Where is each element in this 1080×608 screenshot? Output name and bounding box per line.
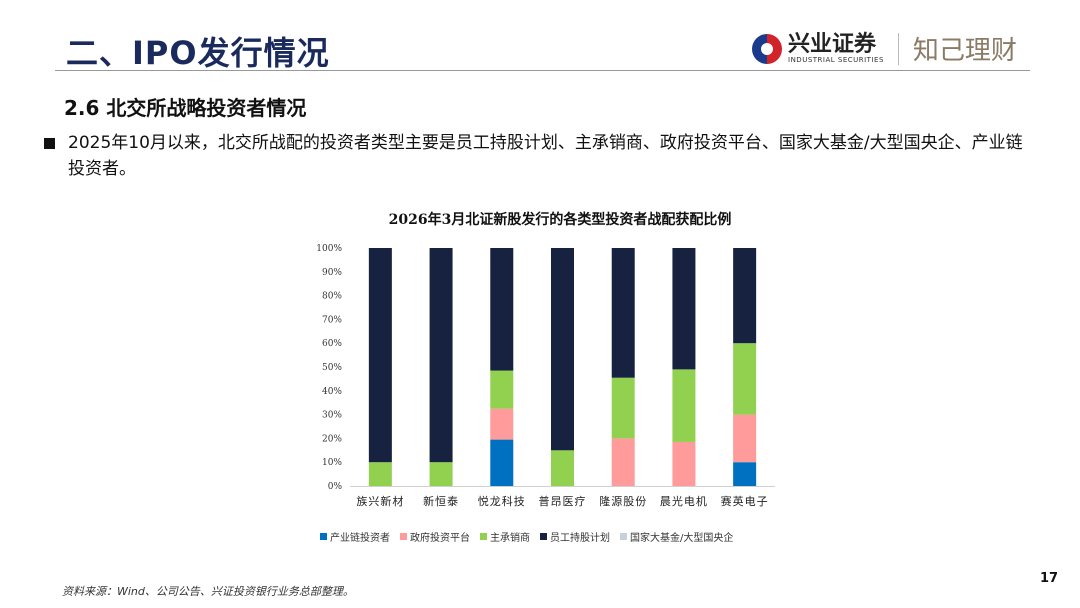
y-tick-label: 60% bbox=[322, 339, 342, 349]
x-tick-label: 赛英电子 bbox=[721, 494, 769, 508]
chart-title: 2026年3月北证新股发行的各类型投资者战配获配比例 bbox=[388, 212, 732, 228]
legend-item: 产业链投资者 bbox=[320, 529, 390, 544]
logo-en: INDUSTRIAL SECURITIES bbox=[788, 55, 884, 64]
y-tick-label: 50% bbox=[322, 363, 342, 373]
legend-swatch bbox=[320, 533, 327, 540]
logo-cn: 兴业证券 bbox=[788, 31, 877, 57]
x-tick-label: 族兴新材 bbox=[356, 494, 404, 508]
bar-segment bbox=[733, 462, 757, 486]
bar-segment bbox=[368, 462, 392, 486]
bar-segment bbox=[490, 408, 514, 440]
bar-segment bbox=[429, 462, 453, 486]
bar-segment bbox=[733, 414, 757, 463]
y-tick-label: 100% bbox=[316, 244, 342, 254]
legend-item: 员工持股计划 bbox=[540, 529, 610, 544]
y-tick-label: 40% bbox=[322, 387, 342, 397]
legend-swatch bbox=[480, 533, 487, 540]
section-heading: 2.6 北交所战略投资者情况 bbox=[64, 96, 307, 120]
bar-segment bbox=[611, 377, 635, 439]
bar-segment bbox=[551, 248, 574, 451]
bar-segment bbox=[672, 441, 696, 486]
legend-label: 产业链投资者 bbox=[330, 533, 390, 544]
bar-segment bbox=[672, 369, 696, 442]
page-number: 17 bbox=[1040, 571, 1059, 586]
legend-swatch bbox=[620, 533, 627, 540]
legend-item: 主承销商 bbox=[480, 529, 530, 544]
bar-segment bbox=[490, 370, 514, 409]
bar-segment bbox=[368, 248, 392, 463]
y-tick-label: 20% bbox=[322, 434, 342, 444]
x-tick-label: 新恒泰 bbox=[423, 494, 459, 508]
legend-swatch bbox=[540, 533, 547, 540]
logo-slogan: 知己理财 bbox=[912, 36, 1017, 66]
bar-segment bbox=[429, 248, 453, 463]
title-divider bbox=[55, 70, 1030, 71]
x-tick-label: 普昂医疗 bbox=[539, 494, 587, 508]
page-title: 二、IPO发行情况 bbox=[66, 34, 330, 72]
legend-item: 国家大基金/大型国央企 bbox=[620, 529, 733, 544]
bullet-text: 2025年10月以来，北交所战配的投资者类型主要是员工持股计划、主承销商、政府投… bbox=[68, 133, 1023, 179]
bar-segment bbox=[490, 439, 514, 486]
legend-label: 政府投资平台 bbox=[410, 533, 470, 544]
company-logo: 兴业证券 INDUSTRIAL SECURITIES 知己理财 bbox=[752, 30, 1017, 67]
y-tick-label: 10% bbox=[322, 458, 342, 468]
bullet-square-icon bbox=[44, 138, 55, 149]
chart-legend: 产业链投资者 政府投资平台 主承销商 员工持股计划 国家大基金/大型国央企 bbox=[320, 529, 733, 544]
bar-segment bbox=[733, 248, 757, 344]
x-tick-label: 悦龙科技 bbox=[478, 494, 526, 508]
y-tick-label: 90% bbox=[322, 268, 342, 278]
logo-divider bbox=[897, 32, 899, 65]
legend-item: 政府投资平台 bbox=[400, 529, 470, 544]
x-tick-label: 晨光电机 bbox=[660, 494, 708, 508]
bar-segment bbox=[490, 248, 514, 371]
legend-label: 国家大基金/大型国央企 bbox=[630, 533, 734, 544]
y-tick-label: 0% bbox=[328, 482, 343, 492]
legend-swatch bbox=[400, 533, 407, 540]
y-tick-label: 30% bbox=[322, 411, 342, 421]
x-tick-label: 隆源股份 bbox=[599, 494, 647, 508]
bar-segment bbox=[672, 248, 696, 370]
bar-segment bbox=[611, 248, 635, 378]
legend-label: 主承销商 bbox=[490, 533, 530, 544]
bar-segment bbox=[611, 438, 635, 486]
bar-segment bbox=[733, 343, 757, 415]
y-tick-label: 80% bbox=[322, 292, 342, 302]
bar-segment bbox=[551, 450, 574, 486]
y-tick-label: 70% bbox=[322, 315, 342, 325]
logo-icon bbox=[752, 33, 782, 64]
legend-label: 员工持股计划 bbox=[550, 533, 610, 544]
source-note: 资料来源：Wind、公司公告、兴证投资银行业务总部整理。 bbox=[62, 585, 354, 598]
